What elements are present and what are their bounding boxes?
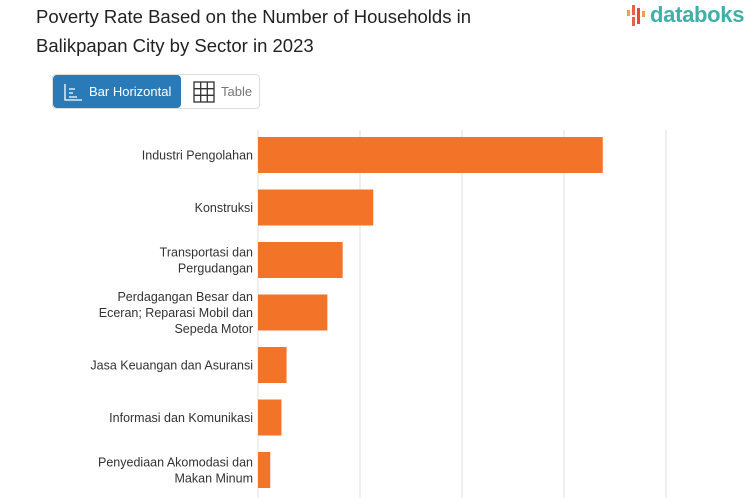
bar-horizontal-button[interactable]: Bar Horizontal — [53, 75, 181, 108]
databoks-logo: databoks — [626, 2, 744, 28]
bar[interactable] — [258, 294, 328, 331]
view-toggle: Bar Horizontal Table — [52, 74, 260, 109]
category-label: Konstruksi — [195, 201, 253, 215]
bar[interactable] — [258, 242, 343, 278]
category-label: Penyediaan Akomodasi dan Makan Minum — [98, 456, 253, 486]
category-label: Jasa Keuangan dan Asuransi — [90, 359, 253, 373]
bar[interactable] — [258, 347, 287, 383]
bar[interactable] — [258, 189, 374, 226]
table-grid-icon — [193, 80, 215, 103]
bar[interactable] — [258, 452, 271, 488]
chart-title: Poverty Rate Based on the Number of Hous… — [36, 6, 471, 56]
bar[interactable] — [258, 399, 282, 436]
bar-chart-icon — [64, 83, 82, 101]
category-label: Transportasi dan Pergudangan — [160, 246, 253, 276]
table-button[interactable]: Table — [181, 75, 252, 108]
bar[interactable] — [258, 137, 603, 173]
category-label: Industri Pengolahan — [142, 149, 253, 163]
category-label: Informasi dan Komunikasi — [109, 411, 253, 425]
logo-bars-icon — [627, 5, 645, 26]
category-label: Perdagangan Besar dan Eceran; Reparasi Mo… — [99, 290, 253, 336]
